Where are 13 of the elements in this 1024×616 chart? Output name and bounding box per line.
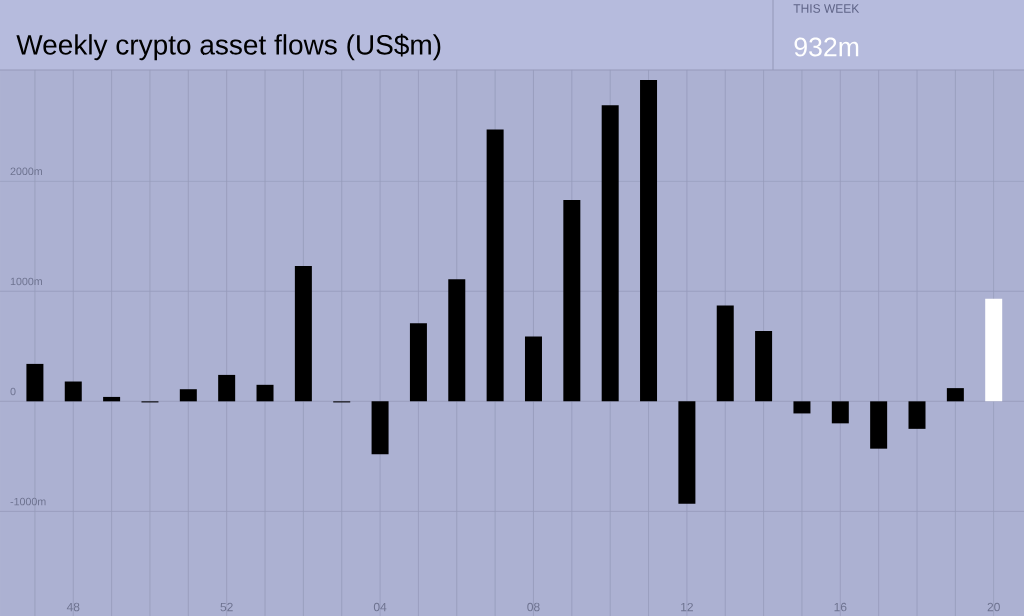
x-tick-label: 20 [987, 602, 1000, 612]
y-tick-label: -1000m [10, 497, 46, 506]
x-tick-label: 48 [66, 602, 80, 612]
x-tick-label: 04 [373, 602, 387, 612]
chart-title: Weekly crypto asset flows (US$m) [16, 33, 441, 61]
x-tick-label: 08 [527, 602, 540, 612]
x-tick-label: 12 [681, 602, 693, 612]
y-tick-label: 2000m [10, 167, 42, 176]
x-tick-label: 52 [220, 602, 233, 612]
y-tick-label: 1000m [10, 277, 42, 286]
text: 932m [794, 37, 859, 57]
text: THIS WEEK [793, 4, 860, 13]
x-tick-label: 16 [834, 602, 847, 612]
